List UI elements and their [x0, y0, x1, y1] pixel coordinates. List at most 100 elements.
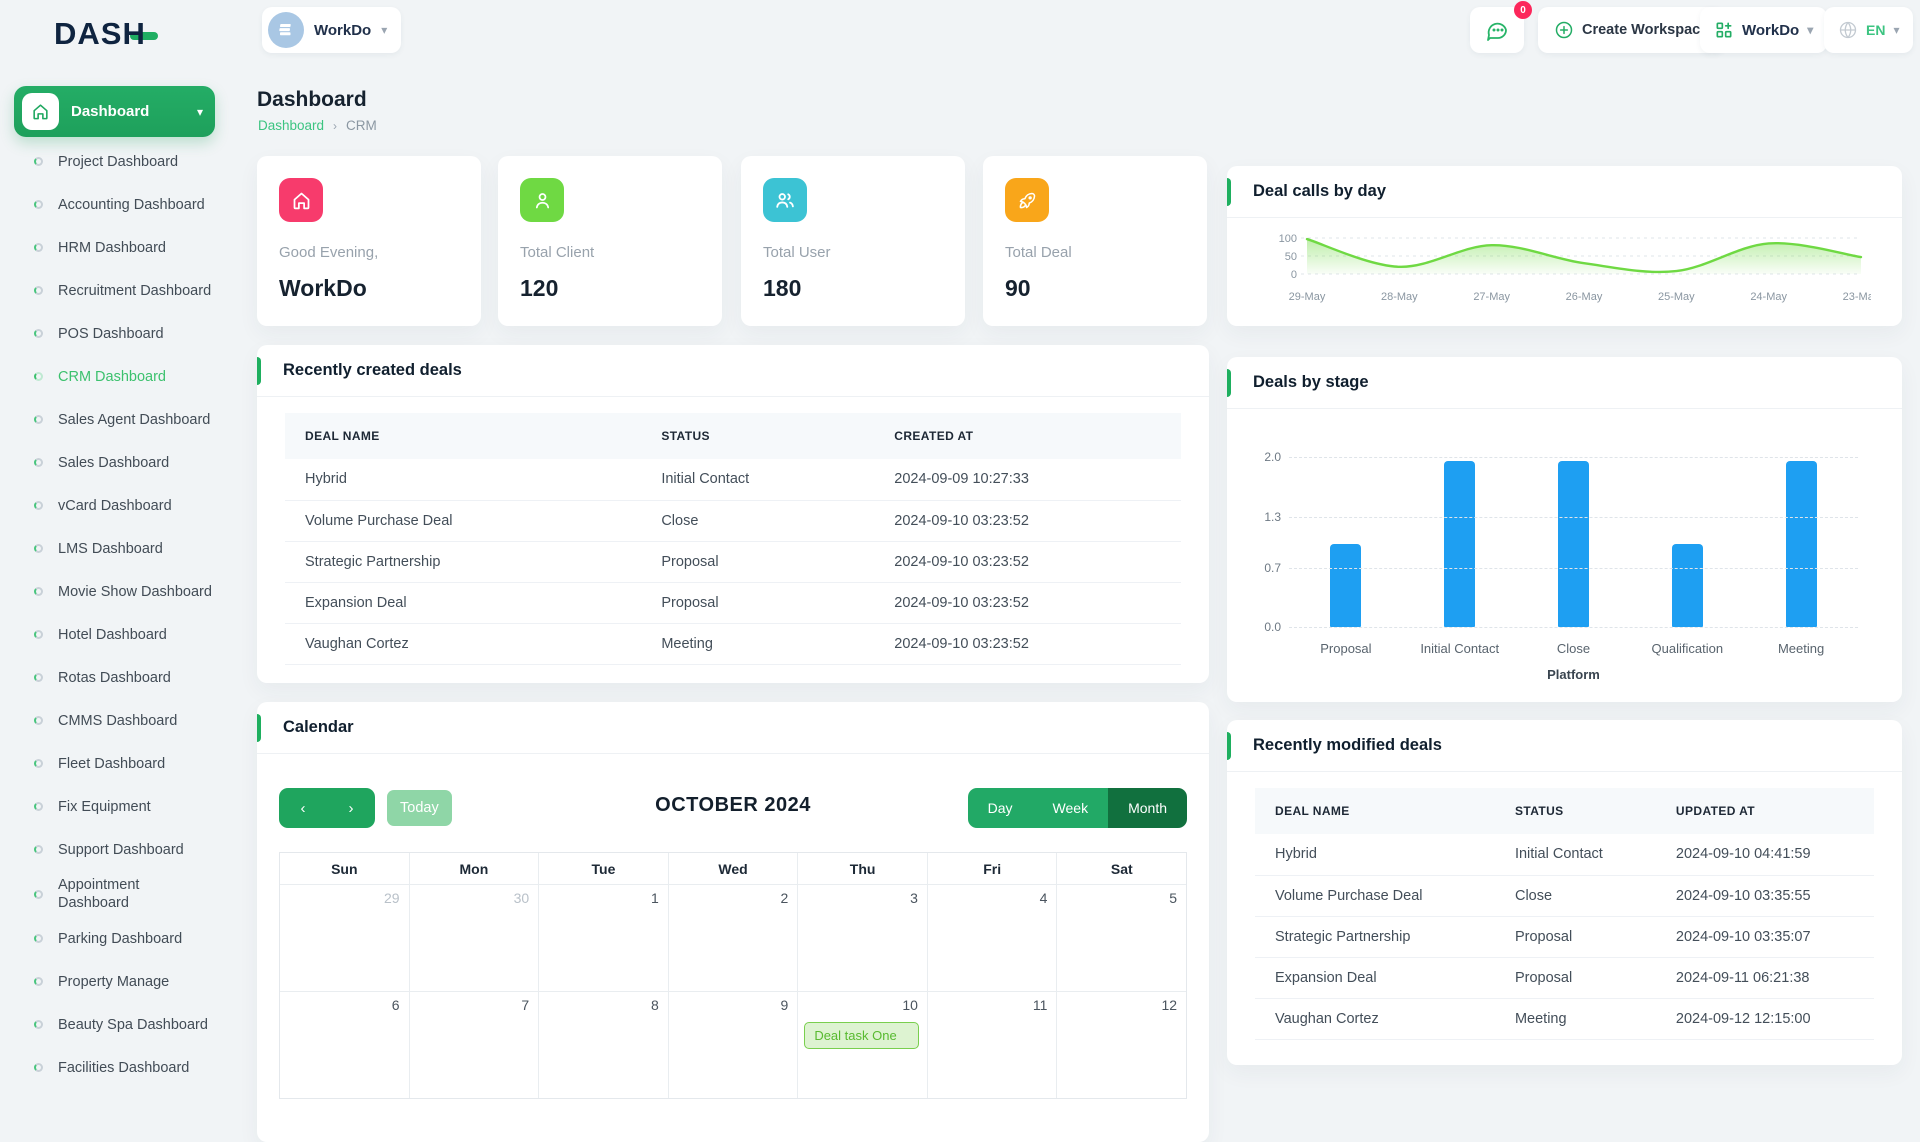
calendar-day-6[interactable]: 6 — [280, 992, 410, 1098]
day-number: 5 — [1169, 890, 1178, 906]
calendar-prev-button[interactable]: ‹ — [300, 799, 306, 817]
x-tick-label: Meeting — [1777, 641, 1825, 656]
bullet-icon — [34, 845, 43, 854]
bullet-icon — [34, 415, 43, 424]
stat-label: Total Deal — [1005, 244, 1072, 261]
sidebar-item-vcard-dashboard[interactable]: vCard Dashboard — [14, 484, 224, 527]
svg-text:28-May: 28-May — [1381, 291, 1418, 303]
sidebar-item-rotas-dashboard[interactable]: Rotas Dashboard — [14, 656, 224, 699]
table-row: Strategic Partnership Proposal 2024-09-10 … — [285, 541, 1181, 583]
calendar-next-button[interactable]: › — [348, 799, 354, 817]
svg-text:26-May: 26-May — [1566, 291, 1603, 303]
stat-value: 90 — [1005, 275, 1031, 301]
calendar-day-5[interactable]: 5 — [1057, 885, 1186, 991]
stat-card-total-user: Total User 180 — [741, 156, 965, 326]
sidebar-item-property-manage[interactable]: Property Manage — [14, 960, 224, 1003]
table-header-row: DEAL NAME STATUS UPDATED AT — [1255, 788, 1874, 834]
recently-created-deals-card: Recently created deals DEAL NAME STATUS CR… — [257, 345, 1209, 683]
sidebar-dashboard-header[interactable]: Dashboard ▾ — [14, 86, 215, 137]
sidebar-item-pos-dashboard[interactable]: POS Dashboard — [14, 312, 224, 355]
calendar-day-12[interactable]: 12 — [1057, 992, 1186, 1098]
calendar-day-1[interactable]: 1 — [539, 885, 669, 991]
card-accent-bar — [1227, 178, 1231, 206]
bullet-icon — [34, 716, 43, 725]
sidebar-item-hotel-dashboard[interactable]: Hotel Dashboard — [14, 613, 224, 656]
svg-text:24-May: 24-May — [1750, 291, 1787, 303]
company-menu-button[interactable]: WorkDo ▾ — [1700, 7, 1828, 53]
sidebar-item-sales-agent-dashboard[interactable]: Sales Agent Dashboard — [14, 398, 224, 441]
rocket-icon — [1005, 178, 1049, 222]
sidebar-item-support-dashboard[interactable]: Support Dashboard — [14, 828, 224, 871]
calendar-day-4[interactable]: 4 — [928, 885, 1058, 991]
workspace-name: WorkDo — [314, 21, 372, 39]
calendar-event-chip[interactable]: Deal task One — [804, 1022, 919, 1049]
bar-gridline: 0.7 — [1264, 561, 1858, 575]
sidebar-item-fleet-dashboard[interactable]: Fleet Dashboard — [14, 742, 224, 785]
globe-icon — [1839, 21, 1857, 39]
recently-modified-title: Recently modified deals — [1253, 736, 1442, 754]
calendar-view-day-button[interactable]: Day — [967, 788, 1033, 828]
create-workspace-button[interactable]: Create Workspace — [1538, 7, 1725, 53]
table-row: Hybrid Initial Contact 2024-09-09 10:27:33 — [285, 459, 1181, 501]
sidebar-item-crm-dashboard[interactable]: CRM Dashboard — [14, 355, 224, 398]
deal-calls-title: Deal calls by day — [1253, 182, 1386, 200]
sidebar-item-hrm-dashboard[interactable]: HRM Dashboard — [14, 226, 224, 269]
bullet-icon — [34, 630, 43, 639]
sidebar-item-appointment-dashboard[interactable]: Appointment Dashboard — [14, 871, 224, 917]
y-tick-label: 2.0 — [1264, 450, 1281, 464]
sidebar-item-lms-dashboard[interactable]: LMS Dashboard — [14, 527, 224, 570]
app-logo[interactable]: DASH — [54, 14, 158, 54]
sidebar-item-parking-dashboard[interactable]: Parking Dashboard — [14, 917, 224, 960]
sidebar-item-fix-equipment[interactable]: Fix Equipment — [14, 785, 224, 828]
x-tick-label: Proposal — [1320, 641, 1372, 656]
calendar-day-10[interactable]: 10 Deal task One — [798, 992, 928, 1098]
table-row: Volume Purchase Deal Close 2024-09-10 03:2… — [285, 500, 1181, 542]
svg-text:23-May: 23-May — [1843, 291, 1871, 303]
calendar-day-headers: Sun Mon Tue Wed Thu Fri Sat — [280, 853, 1186, 884]
calendar-month-title: OCTOBER 2024 — [655, 794, 811, 816]
y-tick-label: 0.0 — [1264, 620, 1281, 634]
breadcrumb-dashboard-link[interactable]: Dashboard — [258, 118, 325, 133]
calendar-nav-group: ‹ › — [279, 788, 375, 828]
sidebar-item-movie-show-dashboard[interactable]: Movie Show Dashboard — [14, 570, 224, 613]
chevron-down-icon: ▾ — [381, 23, 388, 37]
sidebar-item-accounting-dashboard[interactable]: Accounting Dashboard — [14, 183, 224, 226]
home-icon — [33, 104, 48, 120]
sidebar-item-facilities-dashboard[interactable]: Facilities Dashboard — [14, 1046, 224, 1089]
calendar-day-11[interactable]: 11 — [928, 992, 1058, 1098]
day-number: 30 — [513, 890, 530, 906]
calendar-view-week-button[interactable]: Week — [1032, 788, 1109, 828]
deals-by-stage-card: Deals by stage 2.0 1.3 0.7 0.0 Proposal Init… — [1227, 357, 1902, 702]
language-selector[interactable]: EN ▾ — [1824, 7, 1914, 53]
sidebar-item-sales-dashboard[interactable]: Sales Dashboard — [14, 441, 224, 484]
sidebar-item-beauty-spa-dashboard[interactable]: Beauty Spa Dashboard — [14, 1003, 224, 1046]
x-tick-label: Close — [1556, 641, 1591, 656]
sidebar-item-recruitment-dashboard[interactable]: Recruitment Dashboard — [14, 269, 224, 312]
svg-text:100: 100 — [1279, 233, 1297, 245]
workspace-selector[interactable]: WorkDo ▾ — [262, 7, 402, 53]
calendar-view-month-button[interactable]: Month — [1108, 788, 1187, 828]
bar-close — [1557, 461, 1589, 627]
calendar-grid: Sun Mon Tue Wed Thu Fri Sat 29 30 1 2 3 4 5 6 7 8 9 10 Deal… — [279, 852, 1187, 1099]
calendar-day-29[interactable]: 29 — [280, 885, 410, 991]
calendar-card: Calendar ‹ › Today OCTOBER 2024 Day Week M… — [257, 702, 1209, 1142]
sidebar-item-project-dashboard[interactable]: Project Dashboard — [14, 140, 224, 183]
svg-text:50: 50 — [1285, 251, 1297, 263]
calendar-today-button[interactable]: Today — [387, 790, 452, 826]
table-row: Vaughan Cortez Meeting 2024-09-10 03:23:52 — [285, 623, 1181, 665]
calendar-day-30[interactable]: 30 — [410, 885, 540, 991]
sidebar-header-label: Dashboard — [71, 103, 150, 120]
calendar-day-2[interactable]: 2 — [669, 885, 799, 991]
calendar-day-8[interactable]: 8 — [539, 992, 669, 1098]
messages-button[interactable]: 0 — [1470, 1, 1532, 53]
bullet-icon — [34, 673, 43, 682]
calendar-day-7[interactable]: 7 — [410, 992, 540, 1098]
bar-chart-categories: Proposal Initial Contact Close Qualificatio… — [1289, 641, 1858, 656]
stat-label: Total User — [763, 244, 831, 261]
bar-chart-axis-label: Platform — [1547, 667, 1600, 682]
sidebar-item-cmms-dashboard[interactable]: CMMS Dashboard — [14, 699, 224, 742]
bullet-icon — [34, 458, 43, 467]
calendar-day-3[interactable]: 3 — [798, 885, 928, 991]
calendar-day-9[interactable]: 9 — [669, 992, 799, 1098]
svg-text:29-May: 29-May — [1289, 291, 1326, 303]
